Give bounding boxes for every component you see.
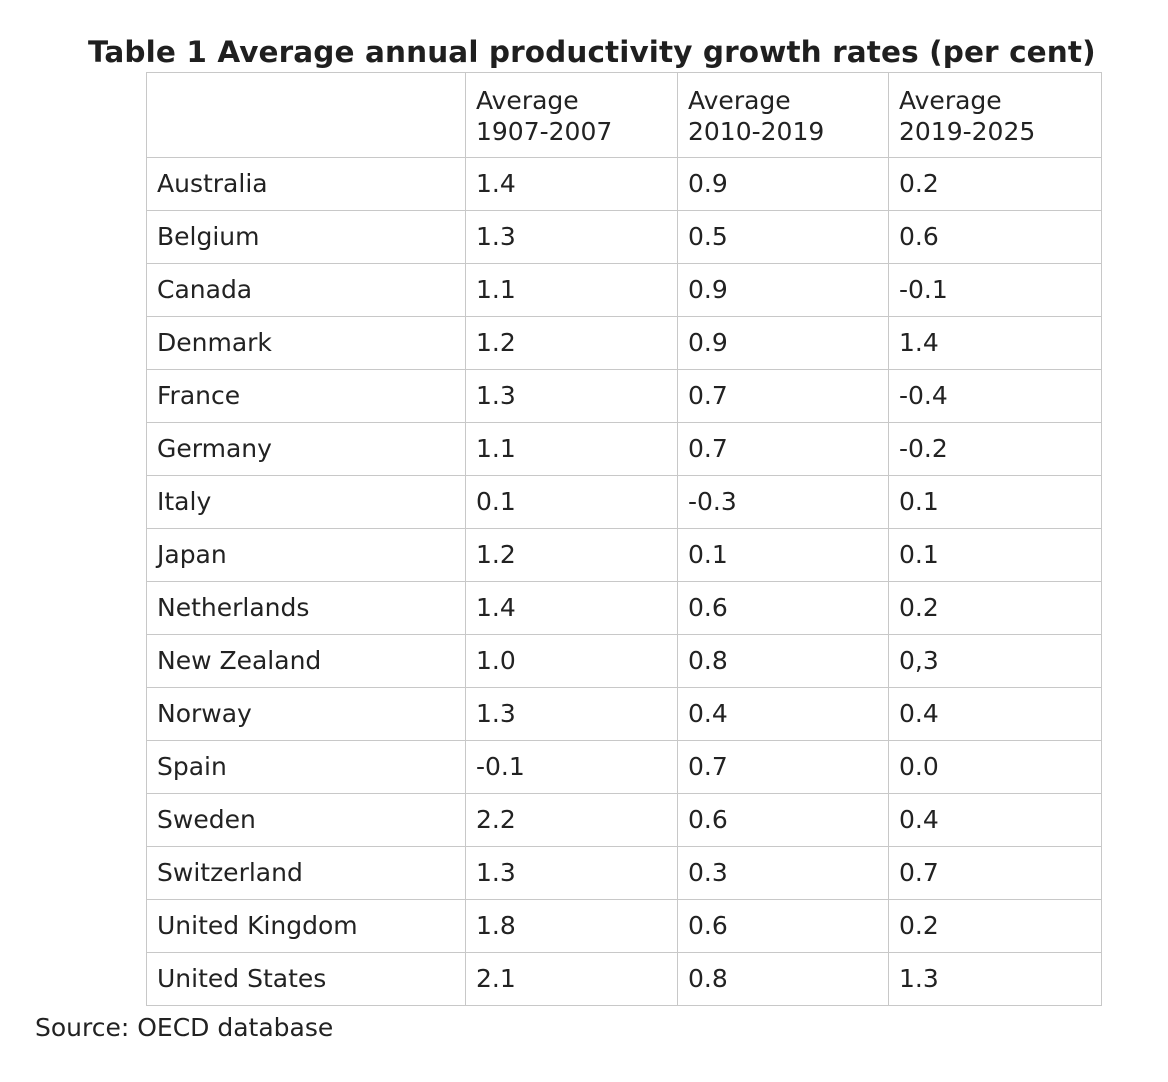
country-cell: Norway — [146, 687, 466, 741]
table-row: Sweden 2.2 0.6 0.4 — [146, 793, 1102, 847]
value-2019-2025: 0.2 — [888, 157, 1102, 211]
country-cell: New Zealand — [146, 634, 466, 688]
value-2019-2025: 1.4 — [888, 316, 1102, 370]
value-2019-2025: 0,3 — [888, 634, 1102, 688]
value-1907-2007: 2.1 — [465, 952, 678, 1006]
value-1907-2007: 1.8 — [465, 899, 678, 953]
table-row: Norway 1.3 0.4 0.4 — [146, 687, 1102, 741]
value-1907-2007: 1.3 — [465, 210, 678, 264]
header-country — [146, 72, 466, 158]
value-1907-2007: 2.2 — [465, 793, 678, 847]
table-row: Japan 1.2 0.1 0.1 — [146, 528, 1102, 582]
value-2010-2019: 0.8 — [677, 634, 889, 688]
value-2019-2025: -0.2 — [888, 422, 1102, 476]
value-1907-2007: 1.1 — [465, 263, 678, 317]
value-2010-2019: -0.3 — [677, 475, 889, 529]
value-1907-2007: 1.4 — [465, 581, 678, 635]
header-label-line1: Average — [688, 86, 791, 115]
country-cell: Italy — [146, 475, 466, 529]
value-2010-2019: 0.4 — [677, 687, 889, 741]
value-1907-2007: 1.2 — [465, 316, 678, 370]
header-2010-2019: Average 2010-2019 — [677, 72, 889, 158]
table-row: Belgium 1.3 0.5 0.6 — [146, 210, 1102, 264]
value-1907-2007: 1.3 — [465, 369, 678, 423]
country-cell: Spain — [146, 740, 466, 794]
value-2019-2025: 0.2 — [888, 581, 1102, 635]
value-2010-2019: 0.9 — [677, 263, 889, 317]
value-1907-2007: 1.4 — [465, 157, 678, 211]
value-1907-2007: 1.0 — [465, 634, 678, 688]
value-1907-2007: 1.2 — [465, 528, 678, 582]
value-2019-2025: 0.2 — [888, 899, 1102, 953]
value-1907-2007: 1.3 — [465, 687, 678, 741]
country-cell: Australia — [146, 157, 466, 211]
source-note: Source: OECD database — [35, 1013, 334, 1042]
country-cell: Germany — [146, 422, 466, 476]
value-2010-2019: 0.6 — [677, 793, 889, 847]
table-row: Denmark 1.2 0.9 1.4 — [146, 316, 1102, 370]
value-2010-2019: 0.3 — [677, 846, 889, 900]
table-header: Average 1907-2007 Average 2010-2019 Average 2… — [146, 72, 1102, 158]
value-2019-2025: 0.4 — [888, 793, 1102, 847]
country-cell: Canada — [146, 263, 466, 317]
table-row: France 1.3 0.7 -0.4 — [146, 369, 1102, 423]
country-cell: France — [146, 369, 466, 423]
value-2010-2019: 0.8 — [677, 952, 889, 1006]
header-label-line2: 1907-2007 — [476, 117, 613, 146]
table-row: United Kingdom 1.8 0.6 0.2 — [146, 899, 1102, 953]
table-row: Canada 1.1 0.9 -0.1 — [146, 263, 1102, 317]
value-2019-2025: 1.3 — [888, 952, 1102, 1006]
header-label-line1: Average — [476, 86, 579, 115]
value-1907-2007: 1.1 — [465, 422, 678, 476]
table-row: New Zealand 1.0 0.8 0,3 — [146, 634, 1102, 688]
value-2010-2019: 0.7 — [677, 422, 889, 476]
value-2010-2019: 0.9 — [677, 316, 889, 370]
table-row: Italy 0.1 -0.3 0.1 — [146, 475, 1102, 529]
value-1907-2007: 1.3 — [465, 846, 678, 900]
header-row: Average 1907-2007 Average 2010-2019 Average 2… — [146, 72, 1102, 158]
productivity-table: Average 1907-2007 Average 2010-2019 Average 2… — [146, 72, 1102, 1006]
table-row: Spain -0.1 0.7 0.0 — [146, 740, 1102, 794]
value-2010-2019: 0.6 — [677, 899, 889, 953]
header-2019-2025: Average 2019-2025 — [888, 72, 1102, 158]
country-cell: United States — [146, 952, 466, 1006]
country-cell: Netherlands — [146, 581, 466, 635]
table-row: United States 2.1 0.8 1.3 — [146, 952, 1102, 1006]
table-row: Switzerland 1.3 0.3 0.7 — [146, 846, 1102, 900]
value-2019-2025: 0.0 — [888, 740, 1102, 794]
country-cell: Belgium — [146, 210, 466, 264]
value-2019-2025: 0.1 — [888, 475, 1102, 529]
value-2010-2019: 0.9 — [677, 157, 889, 211]
header-label-line2: 2019-2025 — [899, 117, 1036, 146]
table-body: Australia 1.4 0.9 0.2 Belgium 1.3 0.5 0.6 Canada… — [146, 157, 1102, 1006]
table-title: Table 1 Average annual productivity grow… — [88, 35, 1096, 69]
country-cell: Switzerland — [146, 846, 466, 900]
value-2010-2019: 0.7 — [677, 740, 889, 794]
value-2019-2025: 0.7 — [888, 846, 1102, 900]
value-2010-2019: 0.7 — [677, 369, 889, 423]
country-cell: Japan — [146, 528, 466, 582]
value-2010-2019: 0.5 — [677, 210, 889, 264]
table-row: Germany 1.1 0.7 -0.2 — [146, 422, 1102, 476]
value-1907-2007: 0.1 — [465, 475, 678, 529]
country-cell: Sweden — [146, 793, 466, 847]
value-2019-2025: -0.4 — [888, 369, 1102, 423]
value-1907-2007: -0.1 — [465, 740, 678, 794]
value-2019-2025: 0.4 — [888, 687, 1102, 741]
header-1907-2007: Average 1907-2007 — [465, 72, 678, 158]
value-2010-2019: 0.1 — [677, 528, 889, 582]
value-2019-2025: 0.1 — [888, 528, 1102, 582]
value-2019-2025: -0.1 — [888, 263, 1102, 317]
country-cell: Denmark — [146, 316, 466, 370]
header-label-line1: Average — [899, 86, 1002, 115]
table-row: Australia 1.4 0.9 0.2 — [146, 157, 1102, 211]
table-row: Netherlands 1.4 0.6 0.2 — [146, 581, 1102, 635]
value-2019-2025: 0.6 — [888, 210, 1102, 264]
country-cell: United Kingdom — [146, 899, 466, 953]
header-label-line2: 2010-2019 — [688, 117, 825, 146]
value-2010-2019: 0.6 — [677, 581, 889, 635]
